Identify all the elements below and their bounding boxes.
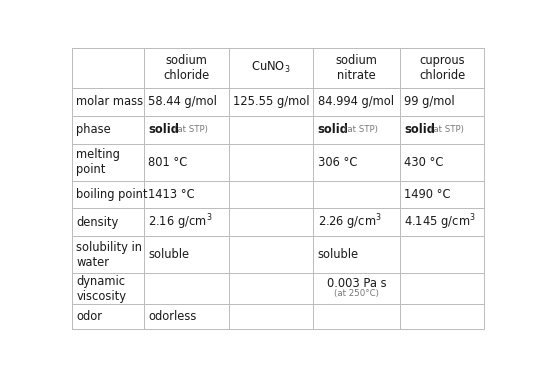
- Text: 801 °C: 801 °C: [148, 156, 188, 169]
- Text: solid: solid: [404, 123, 435, 136]
- Text: 1413 °C: 1413 °C: [148, 188, 195, 201]
- Text: solubility in
water: solubility in water: [76, 241, 142, 269]
- Text: (at STP): (at STP): [430, 125, 463, 134]
- Text: soluble: soluble: [318, 248, 359, 261]
- Text: 1490 °C: 1490 °C: [404, 188, 451, 201]
- Text: 430 °C: 430 °C: [404, 156, 444, 169]
- Text: 2.26 g/cm$^3$: 2.26 g/cm$^3$: [318, 213, 381, 232]
- Text: 125.55 g/mol: 125.55 g/mol: [233, 95, 310, 108]
- Text: boiling point: boiling point: [76, 188, 148, 201]
- Text: 84.994 g/mol: 84.994 g/mol: [318, 95, 394, 108]
- Text: 58.44 g/mol: 58.44 g/mol: [148, 95, 217, 108]
- Text: odorless: odorless: [148, 310, 197, 323]
- Text: density: density: [76, 216, 118, 229]
- Text: solid: solid: [148, 123, 180, 136]
- Text: phase: phase: [76, 123, 111, 136]
- Text: cuprous
chloride: cuprous chloride: [419, 54, 465, 82]
- Text: 99 g/mol: 99 g/mol: [404, 95, 455, 108]
- Text: 0.003 Pa s: 0.003 Pa s: [327, 278, 387, 291]
- Text: sodium
chloride: sodium chloride: [163, 54, 210, 82]
- Text: (at STP): (at STP): [174, 125, 208, 134]
- Text: 4.145 g/cm$^3$: 4.145 g/cm$^3$: [404, 213, 476, 232]
- Text: 2.16 g/cm$^3$: 2.16 g/cm$^3$: [148, 213, 213, 232]
- Text: odor: odor: [76, 310, 102, 323]
- Text: CuNO$_3$: CuNO$_3$: [251, 60, 291, 75]
- Text: melting
point: melting point: [76, 148, 120, 176]
- Text: (at 250°C): (at 250°C): [334, 289, 379, 298]
- Text: (at STP): (at STP): [344, 125, 377, 134]
- Text: 306 °C: 306 °C: [318, 156, 357, 169]
- Text: sodium
nitrate: sodium nitrate: [336, 54, 377, 82]
- Text: solid: solid: [318, 123, 349, 136]
- Text: soluble: soluble: [148, 248, 190, 261]
- Text: molar mass: molar mass: [76, 95, 143, 108]
- Text: dynamic
viscosity: dynamic viscosity: [76, 275, 127, 303]
